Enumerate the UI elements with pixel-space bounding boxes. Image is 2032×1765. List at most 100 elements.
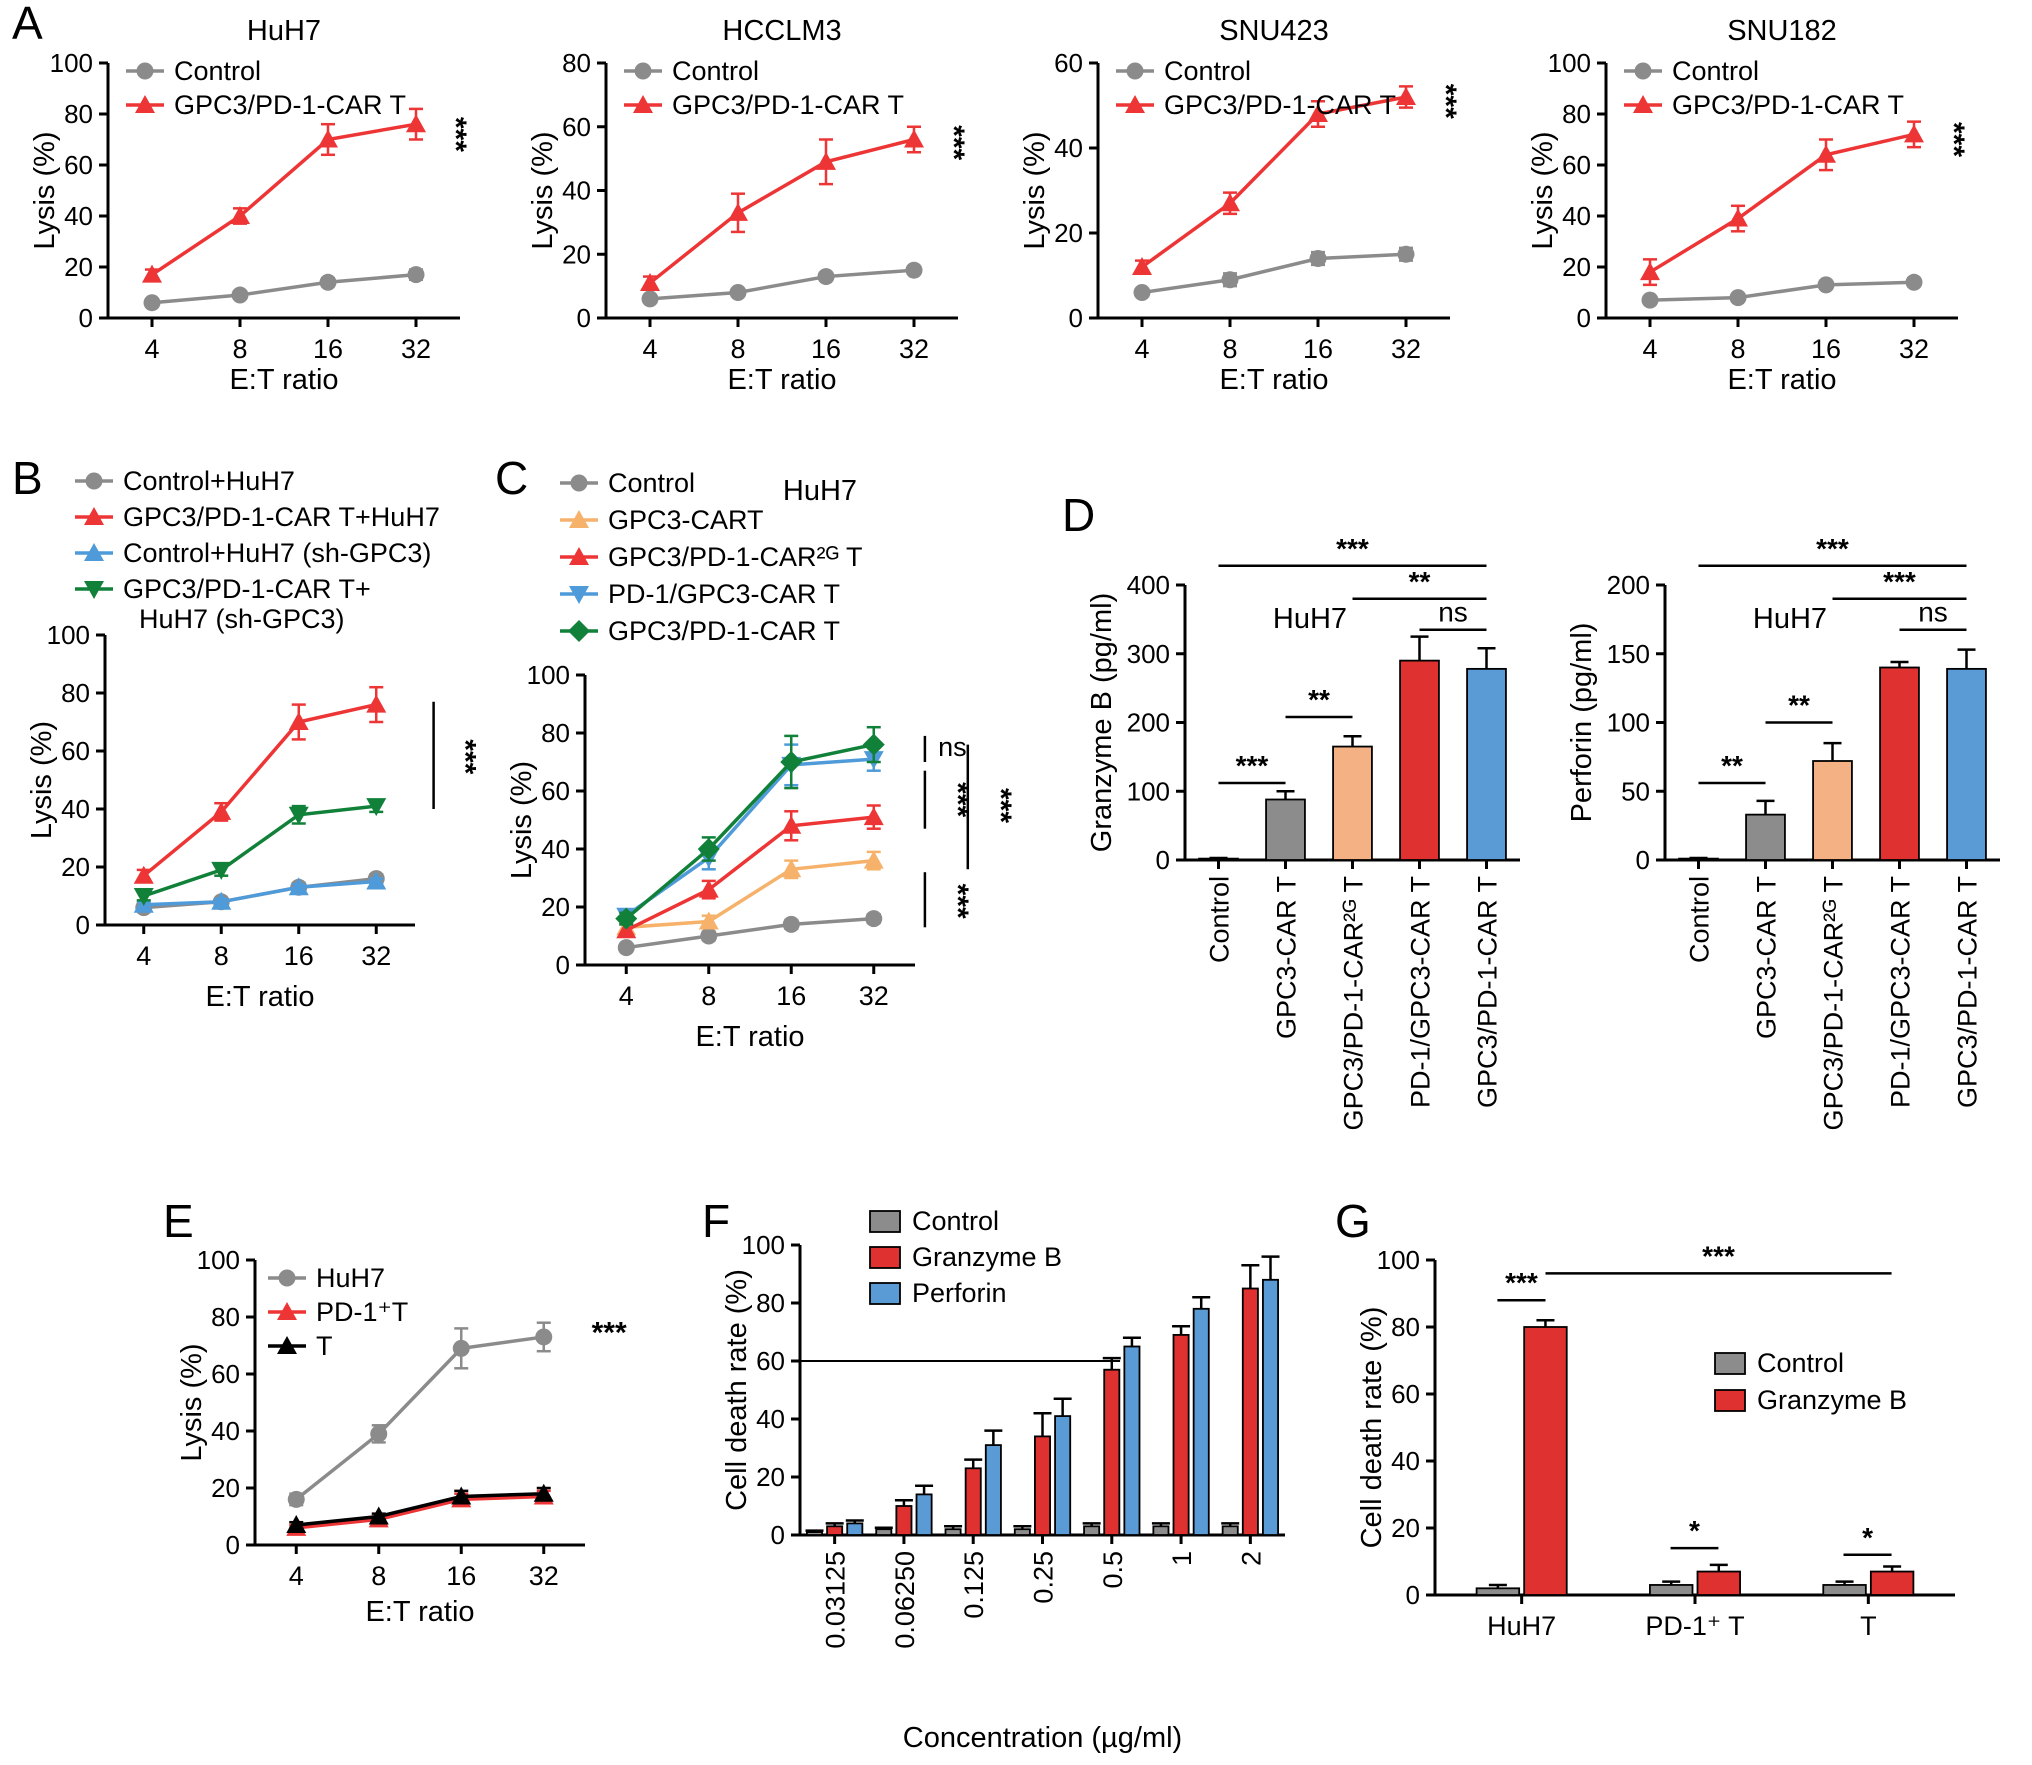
- svg-text:Control: Control: [608, 468, 695, 498]
- svg-text:40: 40: [1562, 201, 1591, 231]
- svg-text:T: T: [1860, 1611, 1877, 1641]
- svg-text:4: 4: [1642, 334, 1657, 364]
- svg-text:***: ***: [941, 884, 974, 919]
- svg-text:60: 60: [61, 736, 90, 766]
- svg-text:1: 1: [1167, 1551, 1197, 1566]
- svg-text:PD-1/GPC3-CAR T: PD-1/GPC3-CAR T: [1406, 876, 1436, 1108]
- svg-text:80: 80: [1391, 1312, 1420, 1342]
- svg-text:GPC3/PD-1-CAR²ᴳ T: GPC3/PD-1-CAR²ᴳ T: [1819, 876, 1849, 1130]
- svg-text:8: 8: [701, 981, 716, 1011]
- svg-text:20: 20: [1054, 218, 1083, 248]
- svg-text:E:T ratio: E:T ratio: [365, 1596, 474, 1628]
- chart-granzyme-b: 0 100 200 300 400 Control GPC3-CAR T GPC3/PD-1-…: [1086, 533, 1520, 1130]
- svg-text:***: ***: [984, 788, 1017, 823]
- svg-text:Granzyme B: Granzyme B: [912, 1242, 1062, 1272]
- svg-text:20: 20: [1391, 1513, 1420, 1543]
- svg-text:20: 20: [756, 1462, 785, 1492]
- svg-text:*: *: [1862, 1522, 1873, 1553]
- svg-text:HuH7 (sh-GPC3): HuH7 (sh-GPC3): [139, 604, 345, 634]
- svg-text:***: ***: [1236, 750, 1269, 781]
- svg-text:*: *: [1689, 1515, 1700, 1546]
- panel-label-g: G: [1335, 1195, 1371, 1247]
- svg-text:Control: Control: [1757, 1348, 1844, 1378]
- svg-text:300: 300: [1127, 639, 1170, 669]
- svg-text:0: 0: [1406, 1580, 1420, 1610]
- svg-text:20: 20: [211, 1473, 240, 1503]
- svg-text:200: 200: [1607, 570, 1650, 600]
- svg-text:0: 0: [771, 1520, 785, 1550]
- svg-text:32: 32: [1391, 334, 1421, 364]
- svg-text:80: 80: [211, 1302, 240, 1332]
- svg-text:60: 60: [211, 1359, 240, 1389]
- chart-lysis-targets: 0 20 40 60 80 100 4 8 16 32 Lysis (%) E:T ratio HuH7…: [176, 1245, 627, 1628]
- svg-text:GPC3/PD-1-CAR T: GPC3/PD-1-CAR T: [608, 616, 840, 646]
- svg-text:80: 80: [64, 99, 93, 129]
- svg-text:Lysis (%): Lysis (%): [506, 761, 538, 879]
- svg-text:80: 80: [562, 48, 591, 78]
- svg-text:40: 40: [64, 201, 93, 231]
- svg-text:60: 60: [1562, 150, 1591, 180]
- svg-text:Lysis (%): Lysis (%): [26, 721, 58, 839]
- svg-text:60: 60: [541, 776, 570, 806]
- svg-text:40: 40: [562, 176, 591, 206]
- svg-text:0: 0: [1069, 303, 1083, 333]
- svg-text:8: 8: [1222, 334, 1237, 364]
- svg-text:Control: Control: [174, 56, 261, 86]
- svg-text:E:T ratio: E:T ratio: [695, 1021, 804, 1053]
- svg-text:Control+HuH7: Control+HuH7: [123, 466, 295, 496]
- svg-text:0: 0: [76, 910, 90, 940]
- svg-text:HuH7: HuH7: [316, 1263, 385, 1293]
- svg-text:Lysis (%): Lysis (%): [1019, 131, 1051, 249]
- svg-text:32: 32: [899, 334, 929, 364]
- svg-text:32: 32: [1899, 334, 1929, 364]
- svg-text:0: 0: [1156, 845, 1170, 875]
- svg-text:32: 32: [529, 1561, 559, 1591]
- svg-text:Control: Control: [1205, 876, 1235, 963]
- svg-text:***: ***: [1336, 533, 1369, 564]
- svg-text:0: 0: [556, 950, 570, 980]
- svg-text:***: ***: [1505, 1267, 1538, 1298]
- svg-text:8: 8: [730, 334, 745, 364]
- svg-text:16: 16: [446, 1561, 476, 1591]
- panel-label-d: D: [1062, 489, 1096, 541]
- svg-text:32: 32: [401, 334, 431, 364]
- svg-text:40: 40: [1391, 1446, 1420, 1476]
- svg-text:0: 0: [226, 1530, 240, 1560]
- svg-text:**: **: [1788, 690, 1810, 721]
- svg-text:T: T: [316, 1331, 333, 1361]
- svg-text:***: ***: [448, 739, 481, 774]
- svg-text:E:T ratio: E:T ratio: [1727, 364, 1836, 396]
- svg-text:**: **: [1721, 750, 1743, 781]
- chart-lysis-shgpc3: 0 20 40 60 80 100 4 8 16 32 Lysis (%) E:T ratio Cont…: [26, 466, 481, 1013]
- svg-text:16: 16: [776, 981, 806, 1011]
- svg-text:***: ***: [1816, 533, 1849, 564]
- svg-text:Control: Control: [1164, 56, 1251, 86]
- svg-text:60: 60: [1391, 1379, 1420, 1409]
- chart-lysis-snu423: 0 20 40 60 4 8 16 32 Lysis (%) E:T ratio SNU423 Con…: [1019, 15, 1462, 396]
- svg-text:***: ***: [592, 1317, 627, 1350]
- chart-lysis-car-variants: 0 20 40 60 80 100 4 8 16 32 Lysis (%) E:T ratio HuH7…: [506, 468, 1017, 1053]
- svg-text:400: 400: [1127, 570, 1170, 600]
- chart-cell-death-concentration: 0 20 40 60 80 100 0.03125 0.06250 0.125 0.25 0.5 1 2…: [721, 1206, 1285, 1754]
- svg-text:E:T ratio: E:T ratio: [229, 364, 338, 396]
- svg-text:***: ***: [1883, 566, 1916, 597]
- svg-text:8: 8: [214, 941, 229, 971]
- svg-text:0: 0: [1636, 845, 1650, 875]
- svg-text:SNU423: SNU423: [1219, 15, 1329, 47]
- svg-text:E:T ratio: E:T ratio: [205, 981, 314, 1013]
- svg-text:100: 100: [50, 48, 93, 78]
- svg-text:**: **: [1308, 684, 1330, 715]
- svg-text:200: 200: [1127, 708, 1170, 738]
- svg-text:80: 80: [756, 1288, 785, 1318]
- svg-text:20: 20: [541, 892, 570, 922]
- svg-text:PD-1/GPC3-CAR T: PD-1/GPC3-CAR T: [608, 579, 840, 609]
- svg-text:100: 100: [1607, 708, 1650, 738]
- svg-text:40: 40: [541, 834, 570, 864]
- svg-text:20: 20: [562, 239, 591, 269]
- svg-text:60: 60: [756, 1346, 785, 1376]
- svg-text:HuH7: HuH7: [1273, 603, 1347, 635]
- svg-text:Lysis (%): Lysis (%): [176, 1343, 208, 1461]
- svg-text:Lysis (%): Lysis (%): [29, 131, 61, 249]
- svg-text:***: ***: [937, 125, 970, 160]
